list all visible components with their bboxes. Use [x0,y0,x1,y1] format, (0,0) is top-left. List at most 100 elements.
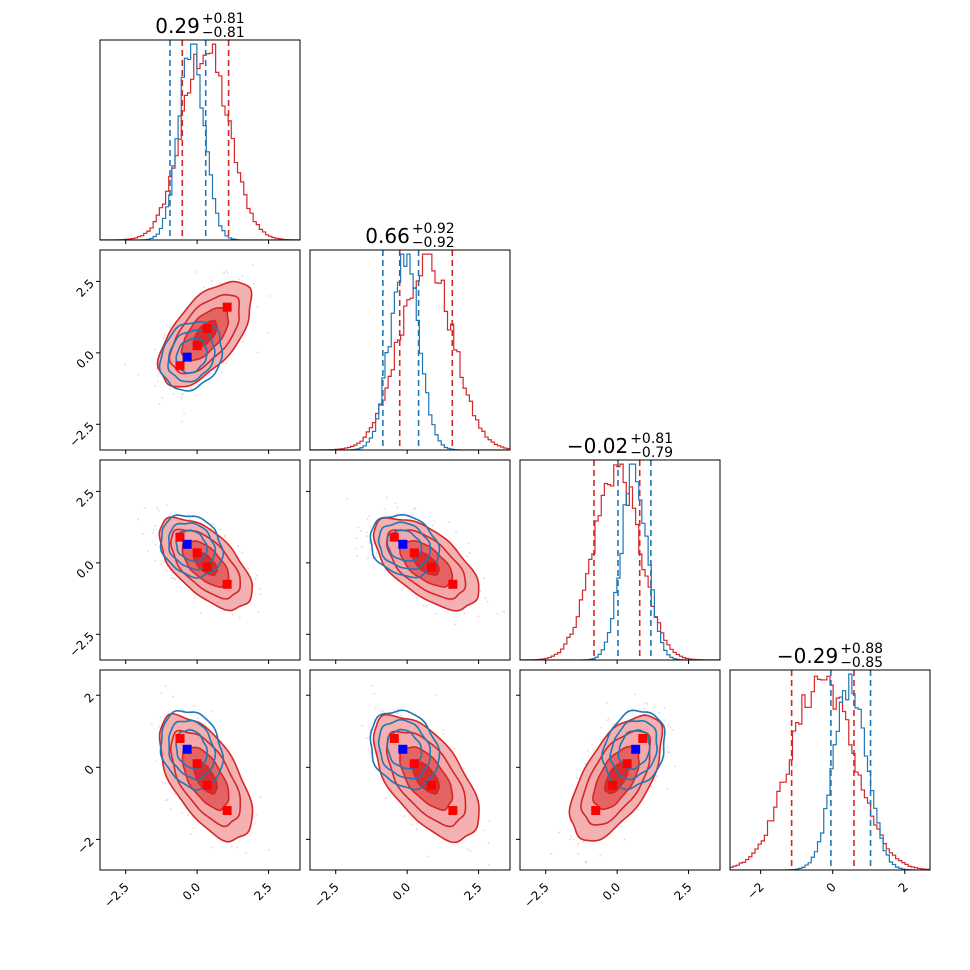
sample-point [496,613,499,615]
contour-line-red-3 [193,761,218,795]
sample-point [366,557,369,560]
panel-frame-3-0 [99,669,301,871]
hist-series-0-param-2 [520,463,720,660]
marker-3 [222,579,232,589]
sample-point [453,748,456,750]
sample-point [447,521,450,523]
sample-point [195,394,198,397]
sample-point [658,711,661,714]
sample-point [180,420,183,423]
sample-point [466,848,469,850]
x-tick-label: −2.5 [521,880,552,911]
sample-point [469,849,472,852]
contour-line-blue-0 [175,337,208,374]
contour-line-blue-2 [159,709,225,791]
title-minus: −0.81 [202,25,245,41]
x-tick-label: 2.5 [251,880,274,903]
sample-point [152,529,155,532]
sample-point [487,842,490,844]
x-tick-label: 2 [896,880,911,895]
sample-point [158,372,161,375]
panel-frame-3-3 [729,669,931,871]
panel-frame-2-2 [519,459,721,661]
sample-point [369,729,372,732]
x-tick-label: −2.5 [101,880,132,911]
sample-point [655,775,658,777]
marker-4 [398,539,408,549]
sample-point [463,767,465,770]
sample-point [463,612,466,615]
sample-point [650,786,653,788]
contour-line-blue-2 [369,709,441,791]
sample-point [365,737,368,739]
x-tick-label: −2.5 [311,880,342,911]
title-value: 0.66 [365,224,410,248]
sample-point [194,271,197,273]
marker-0 [389,733,399,743]
sample-point [192,705,195,707]
sample-point [268,295,271,297]
marker-1 [192,759,202,769]
sample-point [186,814,189,817]
sample-point [187,513,190,516]
sample-point [606,701,608,704]
marker-2 [426,562,436,572]
marker-1 [192,548,202,558]
sample-point [586,749,589,752]
sample-point [165,569,168,572]
sample-point [382,710,385,713]
sample-point [360,530,362,532]
hist-series-1-param-0 [100,43,300,240]
marker-0 [175,361,185,371]
sample-point [165,504,168,507]
hist-panel-2 [520,460,720,660]
sample-point [357,526,360,529]
sample-point [488,864,490,867]
title-plus: +0.92 [412,221,455,237]
sample-point [173,576,175,579]
sample-point [368,515,371,518]
title-value: −0.02 [567,434,628,458]
sample-point [159,716,162,718]
sample-point [223,271,226,274]
hist-series-1-param-2 [520,463,720,660]
title-plus: +0.81 [630,431,673,447]
sample-point [164,782,167,785]
sample-point [209,372,212,374]
y-tick-label: 2.5 [74,486,97,509]
x-tick-label: −2 [744,880,766,902]
sample-point [147,550,150,552]
sample-point [591,743,594,745]
sample-point [570,835,573,838]
sample-point [403,815,406,817]
sample-point [247,567,250,570]
sample-point [674,765,677,768]
sample-point [168,326,171,329]
y-tick-label: −2 [75,834,97,856]
sample-point [600,727,603,729]
hist-series-1-param-1 [310,253,510,450]
sample-point [219,528,222,531]
sample-point [643,708,646,711]
sample-point [230,845,233,848]
sample-point [584,861,587,864]
sample-point [455,530,457,533]
sample-point [183,412,186,415]
sample-point [355,537,358,540]
hist-title-2: −0.02 +0.81−0.79 [567,431,673,461]
sample-point [367,747,370,750]
sample-point [254,578,257,580]
y-tick-label: 2.5 [74,276,97,299]
x-tick-label: 0 [824,880,839,895]
title-value: 0.29 [155,14,200,38]
sample-point [479,590,482,593]
panel-frame-2-1 [309,459,511,661]
hist-series-0-param-0 [100,43,300,240]
sample-point [174,578,177,581]
sample-point [142,533,145,535]
y-tick-label: 0.0 [74,558,97,581]
sample-point [427,604,429,607]
panel-frame-2-0 [99,459,301,661]
contour-line-red-3 [604,761,629,795]
sample-point [454,623,457,626]
